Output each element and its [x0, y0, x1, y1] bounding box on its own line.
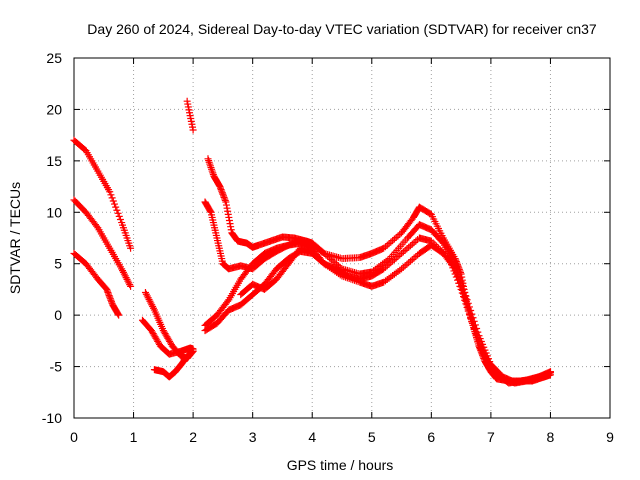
data-point	[383, 241, 391, 249]
data-point	[115, 212, 123, 220]
data-point	[452, 268, 460, 276]
axis-ticks	[73, 57, 611, 419]
data-point	[473, 334, 481, 342]
data-point	[465, 309, 473, 317]
data-point	[394, 232, 402, 240]
data-point	[401, 246, 409, 254]
data-point	[189, 126, 197, 134]
data-point	[468, 317, 476, 325]
data-point	[462, 297, 470, 305]
data-point	[93, 222, 101, 230]
x-tick-label: 2	[189, 429, 197, 445]
series-sat-c	[70, 249, 123, 319]
data-point	[451, 265, 459, 273]
data-point	[112, 203, 120, 211]
data-point	[471, 330, 479, 338]
x-tick-label: 1	[130, 429, 138, 445]
data-point	[113, 206, 121, 214]
data-point	[390, 235, 398, 243]
data-point	[458, 286, 466, 294]
data-point	[408, 240, 416, 248]
data-point	[405, 259, 413, 267]
x-tick-label: 8	[547, 429, 555, 445]
data-point	[467, 313, 475, 321]
x-tick-label: 6	[427, 429, 435, 445]
data-point	[403, 260, 411, 268]
data-point	[308, 247, 316, 255]
data-point	[403, 245, 411, 253]
data-point	[406, 242, 414, 250]
data-point	[410, 254, 418, 262]
plot-frame	[73, 57, 611, 419]
x-axis-label: GPS time / hours	[287, 457, 394, 473]
data-point	[116, 215, 124, 223]
series-sat-f	[150, 347, 197, 381]
data-point	[189, 347, 197, 355]
series-sat-g	[183, 97, 197, 134]
y-tick-label: -10	[42, 410, 62, 426]
data-point	[224, 297, 232, 305]
data-point	[127, 244, 135, 252]
x-tick-label: 4	[308, 429, 316, 445]
data-point	[474, 338, 482, 346]
data-point	[110, 200, 118, 208]
data-point	[385, 240, 393, 248]
data-point	[461, 294, 469, 302]
data-point	[406, 257, 414, 265]
y-tick-label: -5	[50, 359, 63, 375]
y-tick-label: 0	[54, 307, 62, 323]
data-point	[464, 305, 472, 313]
x-tick-label: 0	[70, 429, 78, 445]
y-tick-labels: -10 -5 0 5 10 15 20 25	[42, 50, 62, 426]
y-tick-label: 15	[46, 153, 62, 169]
data-point	[546, 368, 554, 376]
x-tick-label: 5	[368, 429, 376, 445]
chart-title: Day 260 of 2024, Sidereal Day-to-day VTE…	[87, 21, 597, 37]
data-point	[127, 282, 135, 290]
data-point	[106, 188, 114, 196]
data-point	[454, 272, 462, 280]
grid-lines	[74, 58, 610, 418]
y-tick-label: 10	[46, 204, 62, 220]
data-point	[457, 283, 465, 291]
data-point	[114, 209, 122, 217]
data-point	[455, 276, 463, 284]
data-point	[450, 263, 458, 271]
data-point	[109, 197, 117, 205]
data-point	[392, 233, 400, 241]
series-sat-j	[201, 234, 554, 387]
x-tick-labels: 0 1 2 3 4 5 6 7 8 9	[70, 429, 614, 445]
data-point	[108, 194, 116, 202]
y-axis-label: SDTVAR / TECUs	[7, 182, 23, 294]
series-sat-l	[237, 244, 316, 299]
data-point	[470, 326, 478, 334]
series-sat-k	[201, 241, 554, 387]
data-point	[389, 237, 397, 245]
data-point	[463, 301, 471, 309]
series-sat-a	[70, 136, 135, 252]
series-sat-b	[70, 196, 135, 290]
data-point	[107, 191, 115, 199]
x-tick-label: 7	[487, 429, 495, 445]
data-point	[387, 238, 395, 246]
data-point	[459, 290, 467, 298]
x-tick-label: 9	[606, 429, 614, 445]
y-tick-label: 20	[46, 101, 62, 117]
data-point	[405, 243, 413, 251]
data-point	[456, 279, 464, 287]
data-point	[408, 256, 416, 264]
y-tick-label: 5	[54, 256, 62, 272]
data-point	[412, 253, 420, 261]
data-point	[115, 311, 123, 319]
data-point	[410, 239, 418, 247]
data-point	[469, 321, 477, 329]
y-tick-label: 25	[46, 50, 62, 66]
data-points	[70, 97, 554, 387]
x-tick-label: 3	[249, 429, 257, 445]
